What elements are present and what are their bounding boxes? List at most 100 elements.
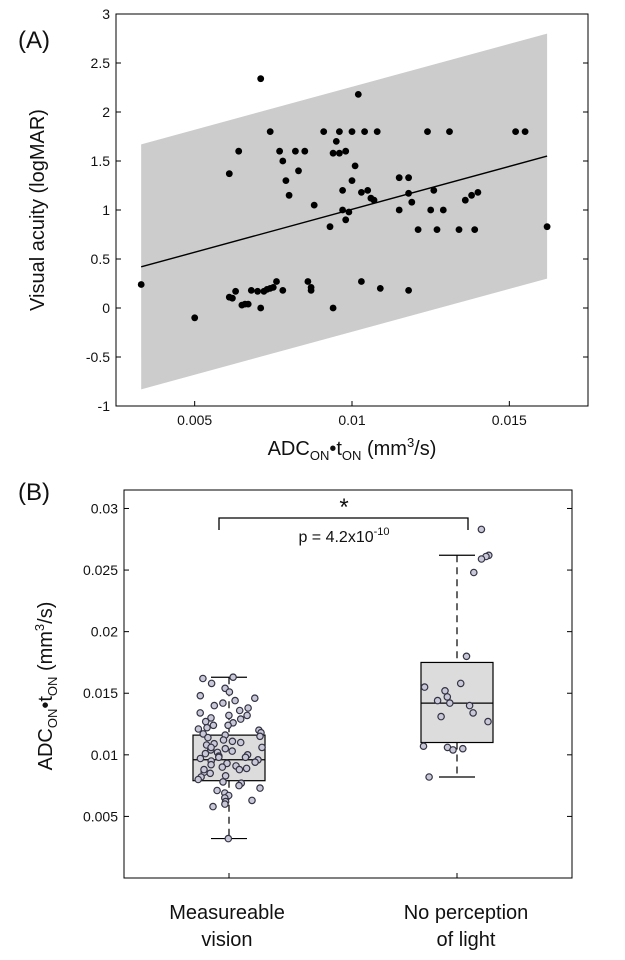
data-point: [207, 679, 216, 688]
data-point: [204, 733, 212, 742]
data-point: [194, 725, 203, 733]
category-label-2-line1: No perception: [404, 902, 529, 924]
data-point: [358, 278, 365, 285]
data-point: [201, 749, 210, 758]
data-point: [258, 743, 266, 752]
data-point: [225, 688, 234, 696]
data-point: [469, 568, 478, 577]
data-point: [419, 742, 428, 751]
data-point: [203, 723, 211, 732]
y-tick-label: 2.5: [91, 55, 111, 71]
y-tick-label: 0.01: [91, 747, 118, 763]
data-point: [455, 226, 463, 234]
y-tick-label: 0.02: [91, 624, 118, 640]
data-point: [439, 206, 447, 214]
data-point: [229, 673, 237, 682]
data-point: [465, 701, 474, 710]
data-point: [228, 737, 237, 746]
data-point: [279, 157, 287, 165]
data-point: [427, 206, 435, 214]
data-point: [266, 128, 274, 136]
data-point: [243, 711, 251, 720]
data-point: [224, 834, 233, 843]
data-point: [221, 800, 229, 808]
data-point: [446, 128, 453, 136]
data-point: [430, 187, 438, 194]
data-point: [370, 196, 378, 204]
data-point: [376, 285, 384, 292]
data-point: [213, 786, 221, 795]
data-point: [256, 784, 264, 792]
data-point: [336, 149, 343, 157]
data-point: [244, 704, 252, 712]
data-point: [449, 746, 457, 754]
data-point: [236, 715, 245, 723]
data-point: [512, 128, 519, 136]
data-point: [209, 721, 218, 730]
data-point: [484, 717, 492, 726]
y-tick-label: 0.5: [91, 251, 111, 267]
data-point: [232, 287, 240, 295]
y-tick-label: 2: [102, 104, 110, 120]
data-point: [285, 191, 293, 199]
data-point: [395, 206, 403, 214]
data-point: [329, 149, 337, 157]
data-point: [395, 174, 403, 182]
data-point: [521, 128, 529, 136]
data-point: [219, 778, 227, 786]
data-point: [235, 147, 243, 155]
data-point: [373, 128, 381, 136]
data-point: [236, 738, 245, 747]
data-point: [256, 732, 264, 741]
x-tick-label: 0.015: [492, 412, 527, 428]
data-point: [254, 287, 261, 295]
data-point: [543, 223, 551, 231]
data-point: [351, 162, 359, 170]
data-point: [200, 765, 208, 774]
data-point: [433, 696, 442, 705]
significance-bracket: [218, 517, 469, 530]
data-point: [307, 287, 315, 294]
data-point: [456, 679, 465, 688]
data-point: [235, 781, 243, 790]
panel-a-scatter: (A) 0.005 0.01 0.015 -1 -0.5 0 0.5 1 1.5 2 2.5 3 Vi…: [18, 6, 589, 463]
data-point: [339, 187, 346, 194]
data-point: [364, 187, 372, 194]
data-point: [320, 128, 328, 136]
x-tick-label: 0.005: [177, 412, 212, 428]
data-point: [196, 754, 205, 763]
panel-b-ylabel: ADCON•tON (mm3/s): [32, 602, 60, 771]
data-point: [424, 128, 431, 136]
data-point: [219, 736, 228, 744]
data-point: [441, 686, 449, 695]
data-point: [196, 709, 205, 717]
regression-line: [140, 155, 548, 268]
y-tick-label: 1.5: [91, 153, 111, 169]
data-point: [248, 796, 256, 805]
data-point: [304, 278, 312, 285]
data-point: [191, 314, 199, 322]
y-tick-label: 0.005: [83, 808, 118, 824]
data-point: [342, 216, 350, 224]
data-point: [224, 721, 232, 730]
y-tick-label: 1: [102, 202, 110, 218]
data-point: [219, 699, 227, 707]
panel-a-ylabel: Visual acuity (logMAR): [27, 109, 49, 311]
x-tick-label: 0.01: [338, 412, 365, 428]
data-point: [201, 717, 210, 726]
data-point: [437, 712, 445, 721]
data-point: [301, 147, 309, 155]
data-point: [242, 764, 251, 773]
data-point: [462, 652, 471, 661]
p-value-text: p = 4.2x10-10: [298, 526, 389, 546]
data-point: [445, 699, 454, 707]
data-point: [354, 91, 362, 98]
data-point: [215, 753, 223, 762]
data-point: [361, 128, 368, 136]
data-point: [231, 696, 239, 705]
y-tick-label: 0: [102, 300, 110, 316]
data-point: [241, 753, 250, 762]
data-point: [269, 284, 277, 291]
y-tick-label: 3: [102, 6, 110, 22]
category-label-1-line2: vision: [201, 929, 252, 951]
